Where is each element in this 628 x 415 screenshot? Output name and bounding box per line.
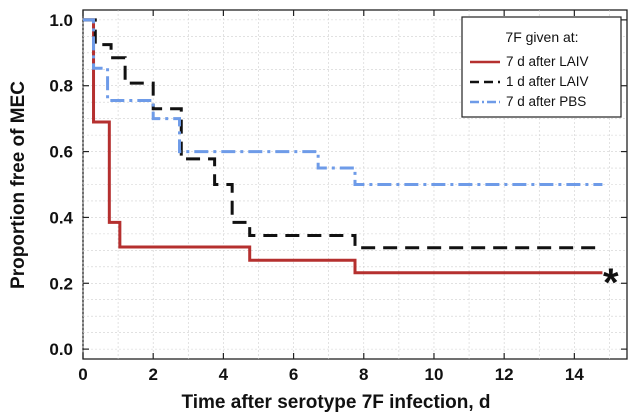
y-axis-label: Proportion free of MEC: [8, 81, 29, 289]
legend-label: 7 d after PBS: [506, 94, 586, 109]
x-tick-label: 14: [565, 365, 584, 384]
ticks: 0 2 4 6 8 10 12 14 0.0 0.2 0.4 0.6 0.8 1.0: [49, 10, 627, 384]
series-line: [83, 18, 603, 186]
x-tick-label: 4: [219, 365, 229, 384]
y-tick-label: 0.8: [49, 77, 73, 96]
x-tick-label: 10: [425, 365, 444, 384]
y-tick-label: 0.2: [49, 274, 73, 293]
y-tick-label: 0.4: [49, 208, 73, 227]
x-tick-label: 6: [289, 365, 298, 384]
series-line: [83, 18, 603, 250]
y-tick-label: 0.0: [49, 340, 73, 359]
x-tick-label: 8: [359, 365, 368, 384]
legend-label: 7 d after LAIV: [506, 54, 589, 69]
series: [83, 18, 603, 275]
x-tick-label: 12: [495, 365, 514, 384]
y-tick-label: 0.6: [49, 143, 73, 162]
legend-label: 1 d after LAIV: [506, 74, 589, 89]
x-tick-label: 0: [78, 365, 87, 384]
series-line: [83, 18, 603, 275]
significance-marker: *: [603, 261, 619, 305]
x-axis-label: Time after serotype 7F infection, d: [181, 392, 490, 413]
x-tick-label: 2: [148, 365, 157, 384]
legend: 7F given at: 7 d after LAIV 1 d after LAI…: [461, 16, 622, 118]
y-tick-label: 1.0: [49, 11, 73, 30]
legend-title: 7F given at:: [505, 29, 578, 45]
legend-box: [461, 16, 622, 118]
